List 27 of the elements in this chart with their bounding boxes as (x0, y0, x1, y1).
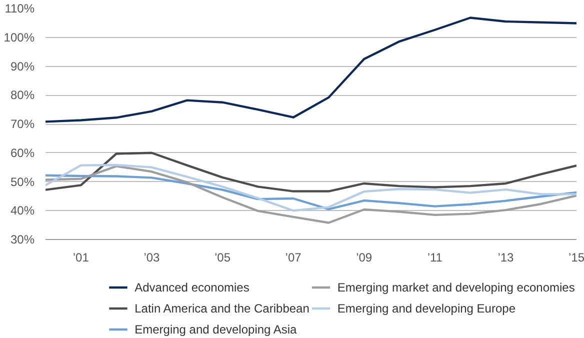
y-tick-label: 100% (4, 30, 35, 44)
line-series (46, 174, 576, 210)
x-tick-label: ’05 (214, 250, 231, 264)
x-tick-label: ’07 (285, 250, 302, 264)
legend-label: Advanced economies (134, 280, 250, 294)
x-tick-label: ’13 (498, 250, 514, 264)
y-tick-label: 90% (10, 59, 35, 74)
legend-label: Emerging and developing Europe (337, 302, 516, 316)
x-tick-label: ’01 (72, 250, 90, 264)
x-tick-label: ’03 (144, 250, 160, 264)
x-tick-label: ’11 (427, 250, 443, 264)
y-tick-label: 110% (4, 2, 35, 16)
line-series (46, 152, 576, 192)
line-series (46, 164, 576, 212)
y-tick-label: 40% (10, 204, 35, 218)
y-tick-label: 80% (10, 88, 35, 102)
line-series (46, 165, 576, 224)
x-tick-label: ’15 (568, 250, 584, 264)
y-tick-label: 70% (10, 117, 35, 131)
legend-label: Emerging market and developing economies (337, 280, 575, 294)
y-tick-label: 50% (10, 174, 35, 189)
y-tick-label: 60% (10, 146, 35, 160)
line-series (46, 16, 576, 123)
x-tick-label: ’09 (356, 250, 372, 264)
y-tick-label: 30% (10, 232, 35, 246)
legend-label: Emerging and developing Asia (134, 322, 298, 336)
legend-label: Latin America and the Caribbean (134, 302, 310, 316)
